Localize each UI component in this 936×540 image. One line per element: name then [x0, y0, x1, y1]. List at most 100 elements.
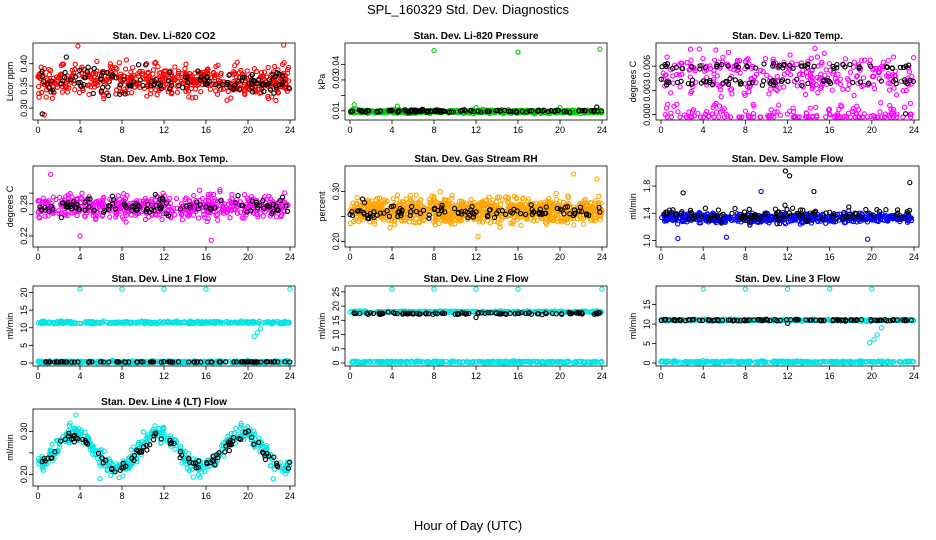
data-point: [59, 200, 66, 206]
data-point: [404, 108, 410, 114]
data-point: [888, 214, 894, 220]
data-point: [282, 190, 288, 196]
data-point: [841, 209, 847, 216]
data-point: [51, 321, 57, 327]
data-point: [223, 318, 230, 325]
data-point: [805, 80, 811, 87]
data-point: [721, 106, 727, 112]
data-point: [146, 75, 152, 81]
data-point: [266, 77, 272, 83]
data-point: [267, 87, 274, 93]
y-tick-label: 5: [19, 343, 29, 348]
x-tick-label: 8: [431, 371, 436, 381]
data-point: [174, 319, 180, 326]
data-point: [446, 211, 452, 218]
data-point: [679, 209, 685, 215]
data-point: [518, 222, 524, 229]
data-point: [91, 207, 97, 214]
data-point: [56, 210, 62, 217]
data-point: [420, 108, 426, 114]
data-point: [567, 211, 573, 217]
data-point: [522, 211, 529, 218]
data-point: [103, 77, 109, 84]
data-point: [215, 77, 222, 83]
data-point: [510, 221, 516, 227]
data-point: [768, 78, 775, 84]
data-point: [35, 83, 42, 90]
data-point: [139, 319, 145, 325]
data-point: [675, 221, 681, 227]
y-tick-label: 0.30: [331, 183, 341, 201]
data-point: [901, 104, 908, 110]
data-point: [739, 114, 745, 120]
data-point: [908, 111, 914, 117]
data-point: [777, 112, 783, 118]
data-point: [851, 59, 858, 65]
data-point: [810, 80, 816, 86]
x-tick-label: 24: [597, 252, 607, 262]
data-point: [248, 359, 254, 365]
data-point: [268, 320, 275, 326]
data-point: [256, 202, 262, 208]
data-point: [391, 222, 397, 228]
data-point: [885, 57, 891, 64]
data-point: [209, 81, 215, 88]
data-point: [144, 206, 150, 212]
data-point: [101, 93, 107, 99]
data-point: [779, 77, 786, 83]
data-point: [745, 212, 751, 218]
data-point: [847, 114, 854, 120]
data-point: [62, 78, 68, 84]
data-point: [555, 108, 561, 114]
data-point: [42, 213, 48, 219]
data-point: [850, 214, 856, 220]
data-point: [161, 286, 167, 292]
data-point: [901, 215, 907, 221]
data-point: [902, 111, 909, 117]
data-point: [113, 320, 119, 326]
data-point: [859, 83, 865, 90]
data-point: [98, 359, 104, 365]
data-point: [499, 197, 505, 203]
data-point: [78, 83, 84, 89]
data-point: [845, 86, 851, 92]
x-tick-label: 0: [347, 252, 352, 262]
data-point: [548, 215, 554, 221]
data-point: [265, 359, 271, 365]
data-point: [800, 207, 806, 213]
data-point: [891, 85, 897, 91]
data-point: [109, 72, 116, 78]
data-point: [235, 192, 241, 199]
data-point: [420, 207, 427, 214]
data-point: [491, 214, 498, 221]
data-point: [82, 207, 88, 214]
data-point: [799, 79, 805, 85]
data-point: [496, 208, 502, 214]
data-point: [751, 114, 757, 120]
data-point: [174, 205, 180, 211]
data-point: [39, 111, 45, 117]
data-point: [198, 359, 204, 365]
data-point: [183, 195, 189, 201]
data-point: [864, 236, 871, 242]
data-point: [153, 59, 159, 65]
data-point: [184, 74, 190, 80]
data-point: [764, 72, 770, 78]
data-point: [529, 211, 535, 217]
data-point: [850, 79, 856, 86]
data-point: [827, 111, 833, 118]
data-point: [715, 214, 721, 220]
data-point: [826, 60, 833, 67]
data-point: [511, 203, 518, 209]
data-point: [451, 205, 458, 212]
data-point: [580, 221, 587, 227]
data-point: [356, 107, 362, 113]
data-point: [276, 320, 283, 326]
data-point: [167, 86, 173, 92]
data-point: [499, 214, 505, 220]
data-point: [473, 105, 479, 111]
data-point: [679, 60, 685, 66]
data-point: [158, 77, 164, 83]
